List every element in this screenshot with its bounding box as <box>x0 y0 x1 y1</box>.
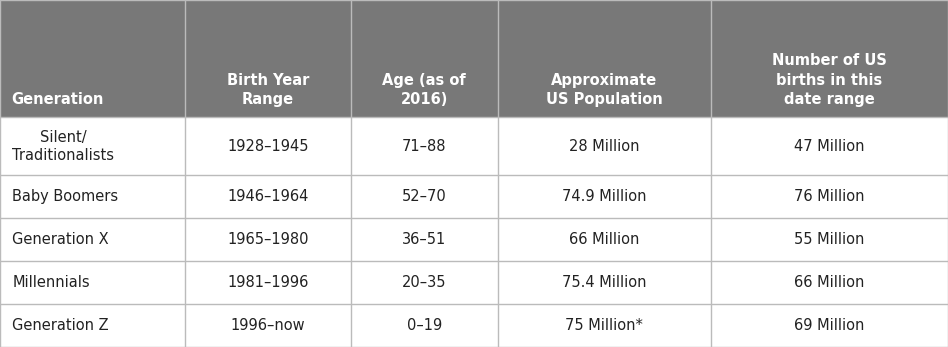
Bar <box>711 304 948 347</box>
Bar <box>0 261 185 304</box>
Text: 76 Million: 76 Million <box>794 189 865 204</box>
Bar <box>185 218 351 261</box>
Text: 1928–1945: 1928–1945 <box>228 139 308 154</box>
Text: 0–19: 0–19 <box>407 318 442 333</box>
Bar <box>711 261 948 304</box>
Bar <box>351 117 498 175</box>
Bar <box>185 0 351 117</box>
Text: 1996–now: 1996–now <box>230 318 305 333</box>
Bar <box>351 304 498 347</box>
Text: 20–35: 20–35 <box>402 275 447 290</box>
Text: 1965–1980: 1965–1980 <box>228 232 308 247</box>
Bar <box>185 117 351 175</box>
Text: 52–70: 52–70 <box>402 189 447 204</box>
Text: Birth Year
Range: Birth Year Range <box>227 73 309 107</box>
Text: Number of US
births in this
date range: Number of US births in this date range <box>772 53 887 107</box>
Text: 1946–1964: 1946–1964 <box>228 189 308 204</box>
Bar <box>185 175 351 218</box>
Text: 74.9 Million: 74.9 Million <box>562 189 647 204</box>
Bar <box>185 304 351 347</box>
Bar <box>0 175 185 218</box>
Text: Generation: Generation <box>11 92 103 107</box>
Bar <box>498 261 711 304</box>
Bar <box>498 304 711 347</box>
Bar <box>498 117 711 175</box>
Bar <box>351 175 498 218</box>
Bar <box>0 117 185 175</box>
Text: Baby Boomers: Baby Boomers <box>12 189 118 204</box>
Text: 75 Million*: 75 Million* <box>565 318 644 333</box>
Bar <box>498 0 711 117</box>
Bar <box>711 218 948 261</box>
Text: 1981–1996: 1981–1996 <box>228 275 308 290</box>
Bar <box>711 117 948 175</box>
Text: 69 Million: 69 Million <box>794 318 865 333</box>
Text: 55 Million: 55 Million <box>794 232 865 247</box>
Text: 66 Million: 66 Million <box>794 275 865 290</box>
Text: 47 Million: 47 Million <box>794 139 865 154</box>
Text: Generation X: Generation X <box>12 232 109 247</box>
Text: Silent/
Traditionalists: Silent/ Traditionalists <box>12 130 115 163</box>
Text: Generation Z: Generation Z <box>12 318 109 333</box>
Bar <box>351 0 498 117</box>
Text: 36–51: 36–51 <box>402 232 447 247</box>
Bar <box>185 261 351 304</box>
Bar <box>0 218 185 261</box>
Bar <box>351 261 498 304</box>
Bar <box>711 0 948 117</box>
Bar <box>711 175 948 218</box>
Text: 66 Million: 66 Million <box>569 232 640 247</box>
Text: Approximate
US Population: Approximate US Population <box>546 73 663 107</box>
Text: 71–88: 71–88 <box>402 139 447 154</box>
Bar <box>498 175 711 218</box>
Text: Millennials: Millennials <box>12 275 90 290</box>
Bar <box>0 0 185 117</box>
Bar <box>0 304 185 347</box>
Text: Age (as of
2016): Age (as of 2016) <box>382 73 466 107</box>
Text: 75.4 Million: 75.4 Million <box>562 275 647 290</box>
Bar <box>498 218 711 261</box>
Text: 28 Million: 28 Million <box>569 139 640 154</box>
Bar <box>351 218 498 261</box>
